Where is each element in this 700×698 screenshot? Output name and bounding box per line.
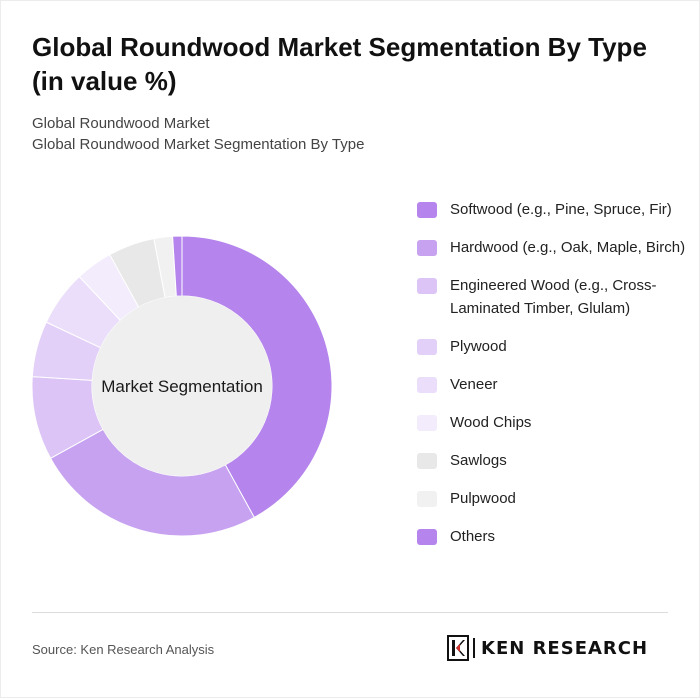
legend-label: Pulpwood (450, 490, 516, 507)
legend-item: Plywood (417, 335, 687, 358)
legend-label: Plywood (450, 338, 507, 355)
donut-chart-svg: Market Segmentation (31, 235, 333, 537)
legend-label: Softwood (e.g., Pine, Spruce, Fir) (450, 201, 672, 218)
legend-item: Wood Chips (417, 411, 687, 434)
legend-item: Pulpwood (417, 487, 687, 510)
legend-item: Hardwood (e.g., Oak, Maple, Birch) (417, 236, 687, 259)
legend: Softwood (e.g., Pine, Spruce, Fir) Hardwo… (417, 198, 687, 563)
legend-label: Sawlogs (450, 452, 507, 469)
legend-label: Hardwood (e.g., Oak, Maple, Birch) (450, 239, 686, 256)
legend-item: Softwood (e.g., Pine, Spruce, Fir) (417, 198, 687, 221)
ken-research-logo: KEN RESEARCH (447, 635, 648, 661)
legend-label: Veneer (450, 376, 498, 393)
legend-label: Wood Chips (450, 414, 532, 431)
ken-research-logo-icon (447, 635, 469, 661)
legend-swatch (417, 240, 437, 256)
legend-swatch (417, 491, 437, 507)
legend-swatch (417, 339, 437, 355)
legend-swatch (417, 377, 437, 393)
footer-divider (32, 612, 668, 613)
chart-subtitle: Global Roundwood Market Global Roundwood… (32, 113, 364, 155)
center-label: Market Segmentation (101, 377, 263, 396)
legend-label: Others (450, 528, 496, 545)
legend-swatch (417, 415, 437, 431)
logo-separator (473, 638, 475, 658)
legend-item: Others (417, 525, 687, 548)
legend-swatch (417, 202, 437, 218)
donut-center (92, 296, 272, 476)
donut-slice (49, 428, 255, 537)
subtitle-line-2: Global Roundwood Market Segmentation By … (32, 136, 365, 153)
source-note: Source: Ken Research Analysis (32, 642, 215, 657)
legend-item: Veneer (417, 373, 687, 396)
legend-swatch (417, 278, 437, 294)
legend-swatch (417, 529, 437, 545)
subtitle-line-1: Global Roundwood Market (32, 115, 210, 132)
legend-label: Engineered Wood (e.g., Cross-Laminated T… (450, 277, 657, 317)
donut-chart: Market Segmentation (20, 224, 344, 548)
legend-item: Sawlogs (417, 449, 687, 472)
legend-swatch (417, 453, 437, 469)
logo-text: KEN RESEARCH (481, 637, 649, 659)
legend-item: Engineered Wood (e.g., Cross-Laminated T… (417, 274, 687, 320)
chart-title: Global Roundwood Market Segmentation By … (32, 32, 647, 96)
